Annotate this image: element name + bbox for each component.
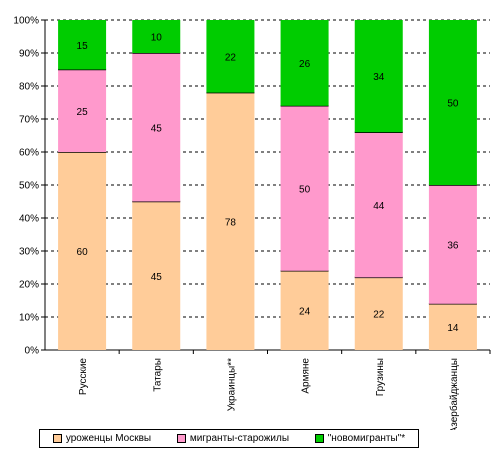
data-label: 24	[299, 306, 311, 317]
legend-item-moscow-born: уроженцы Москвы	[52, 433, 152, 444]
legend-swatch	[52, 434, 62, 443]
legend-item-old-migrants: мигранты-старожилы	[176, 433, 290, 444]
stacked-bar-chart: 0% 10% 20% 30% 40% 50% 60% 70% 80% 90% 100% 60 25 15 Р…	[13, 16, 491, 430]
legend-label: "новомигранты"*	[327, 433, 406, 444]
data-label: 45	[151, 272, 163, 283]
data-label: 50	[299, 184, 311, 195]
bar-segment	[428, 303, 477, 350]
data-label: 50	[447, 99, 459, 110]
legend-label: мигранты-старожилы	[189, 433, 290, 444]
data-label: 22	[373, 310, 385, 321]
y-tick-label: 10%	[19, 313, 39, 324]
bar-segment	[58, 20, 107, 70]
bar-segment	[280, 20, 329, 106]
data-label: 22	[225, 52, 237, 63]
bar-segment	[428, 185, 477, 304]
y-tick-label: 30%	[19, 247, 39, 258]
data-label: 34	[373, 72, 385, 83]
bar-segment	[354, 20, 403, 133]
y-tick-label: 60%	[19, 148, 39, 159]
data-label: 36	[447, 240, 459, 251]
legend-swatch	[176, 434, 186, 443]
bar-segment	[132, 53, 181, 202]
x-category-label: Татары	[152, 358, 163, 392]
y-tick-label: 100%	[13, 16, 39, 27]
x-category-label: Русские	[78, 358, 89, 396]
legend-item-new-migrants: "новомигранты"*	[314, 433, 406, 444]
bar-segment	[428, 20, 477, 185]
data-label: 78	[225, 217, 237, 228]
y-tick-label: 70%	[19, 115, 39, 126]
x-category-label: Украинцы**	[226, 358, 237, 411]
data-label: 25	[77, 107, 89, 118]
data-label: 15	[77, 41, 89, 52]
y-tick-label: 20%	[19, 280, 39, 291]
bar-segment	[280, 270, 329, 350]
data-label: 26	[299, 59, 311, 70]
y-tick-label: 50%	[19, 181, 39, 192]
data-label: 60	[77, 247, 89, 258]
legend: уроженцы Москвы мигранты-старожилы "ново…	[39, 429, 419, 448]
bar-segment	[206, 92, 255, 350]
bar-segment	[132, 20, 181, 53]
x-category-label: Грузины	[375, 358, 386, 396]
bar-segment	[58, 69, 107, 152]
y-tick-label: 40%	[19, 214, 39, 225]
data-label: 10	[151, 33, 163, 44]
data-label: 45	[151, 123, 163, 134]
legend-swatch	[314, 434, 324, 443]
bar-segment	[206, 20, 255, 93]
legend-label: уроженцы Москвы	[65, 433, 152, 444]
x-category-label: Азербайджанцы	[448, 358, 460, 430]
x-category-label: Армяне	[301, 358, 312, 394]
bar-segment	[58, 152, 107, 350]
y-tick-label: 80%	[19, 82, 39, 93]
y-tick-label: 0%	[25, 346, 40, 357]
bar-segment	[132, 201, 181, 350]
bar-segment	[280, 105, 329, 271]
data-label: 44	[373, 201, 385, 212]
bar-segment	[354, 277, 403, 350]
bar-segment	[354, 132, 403, 278]
data-label: 14	[447, 323, 459, 334]
y-tick-label: 90%	[19, 49, 39, 60]
